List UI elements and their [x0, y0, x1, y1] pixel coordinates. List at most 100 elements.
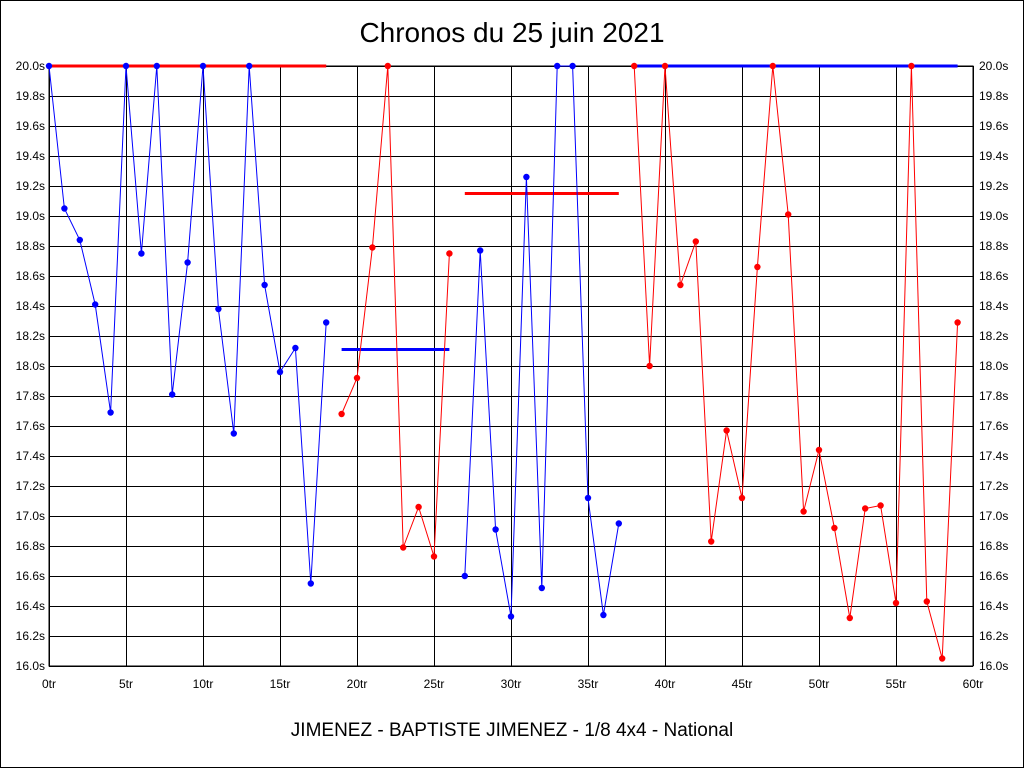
y-tick-label-right: 16.4s	[979, 599, 1008, 613]
x-tick-label: 30tr	[501, 677, 522, 691]
data-point	[215, 305, 222, 313]
data-point	[353, 374, 361, 382]
y-tick-label-left: 17.2s	[16, 479, 45, 493]
data-point	[692, 238, 699, 245]
y-tick-label-right: 16.8s	[979, 539, 1008, 553]
y-tick-label-left: 16.0s	[16, 659, 45, 673]
data-point	[292, 344, 299, 352]
x-tick-label: 10tr	[193, 677, 214, 691]
data-point	[754, 263, 761, 271]
data-point	[892, 599, 900, 607]
data-point	[923, 598, 930, 605]
data-point	[554, 62, 561, 70]
y-tick-label-right: 17.0s	[979, 509, 1008, 523]
data-point	[446, 250, 453, 257]
data-point	[338, 410, 345, 418]
data-point	[369, 244, 376, 251]
x-tick-label: 20tr	[347, 677, 368, 691]
data-point	[785, 211, 792, 218]
y-tick-label-right: 18.6s	[979, 269, 1008, 283]
data-point	[230, 430, 237, 437]
data-point	[477, 247, 484, 254]
data-point	[846, 614, 853, 622]
y-tick-label-right: 19.8s	[979, 89, 1008, 103]
data-point	[138, 250, 145, 257]
data-point	[199, 62, 207, 70]
x-tick-label: 5tr	[119, 677, 133, 691]
x-tick-label: 15tr	[270, 677, 291, 691]
data-point	[276, 368, 284, 376]
series-line-4	[633, 65, 959, 659]
x-tick-label: 35tr	[578, 677, 599, 691]
y-tick-label-left: 18.2s	[16, 329, 45, 343]
series-line-2	[341, 65, 450, 557]
y-tick-label-right: 16.6s	[979, 569, 1008, 583]
data-point	[800, 508, 807, 515]
y-tick-label-left: 16.6s	[16, 569, 45, 583]
x-tick-label: 0tr	[42, 677, 56, 691]
data-point	[862, 505, 869, 512]
y-tick-label-left: 20.0s	[16, 59, 45, 73]
x-tick-label: 45tr	[732, 677, 753, 691]
y-tick-label-left: 18.0s	[16, 359, 45, 373]
data-point	[815, 446, 823, 454]
y-tick-label-left: 19.6s	[16, 119, 45, 133]
y-tick-label-right: 18.8s	[979, 239, 1008, 253]
y-tick-label-left: 17.0s	[16, 509, 45, 523]
data-point	[569, 62, 576, 70]
data-point	[507, 613, 515, 620]
y-tick-label-right: 16.2s	[979, 629, 1008, 643]
data-point	[323, 319, 330, 326]
data-point	[384, 62, 391, 70]
x-tick-label: 25tr	[424, 677, 445, 691]
y-tick-label-right: 19.6s	[979, 119, 1008, 133]
y-tick-label-left: 18.4s	[16, 299, 45, 313]
y-tick-label-right: 17.4s	[979, 449, 1008, 463]
y-tick-label-left: 16.8s	[16, 539, 45, 553]
y-tick-label-left: 18.8s	[16, 239, 45, 253]
y-tick-label-left: 19.4s	[16, 149, 45, 163]
x-tick-label: 50tr	[809, 677, 830, 691]
data-point	[61, 205, 68, 212]
y-tick-label-right: 16.0s	[979, 659, 1008, 673]
data-point	[107, 409, 114, 416]
data-point	[400, 544, 407, 551]
data-point	[538, 584, 545, 592]
y-tick-label-left: 17.6s	[16, 419, 45, 433]
data-point	[584, 494, 592, 502]
data-point	[523, 173, 530, 181]
x-tick-label: 40tr	[655, 677, 676, 691]
data-point	[307, 580, 314, 587]
y-tick-label-right: 19.0s	[979, 209, 1008, 223]
data-point	[153, 62, 160, 70]
y-tick-label-left: 16.4s	[16, 599, 45, 613]
chart-footer: JIMENEZ - BAPTISTE JIMENEZ - 1/8 4x4 - N…	[290, 720, 734, 741]
data-point	[184, 259, 191, 266]
y-tick-label-right: 19.2s	[979, 179, 1008, 193]
data-point	[723, 427, 730, 434]
chart-title: Chronos du 25 juin 2021	[359, 17, 665, 48]
data-point	[738, 494, 746, 502]
data-point	[430, 553, 438, 560]
y-tick-label-right: 18.0s	[979, 359, 1008, 373]
y-tick-label-left: 19.0s	[16, 209, 45, 223]
y-tick-label-right: 17.2s	[979, 479, 1008, 493]
data-point	[92, 301, 99, 308]
y-tick-label-right: 19.4s	[979, 149, 1008, 163]
data-point	[831, 524, 838, 532]
y-tick-label-right: 17.6s	[979, 419, 1008, 433]
y-tick-label-right: 17.8s	[979, 389, 1008, 403]
x-tick-label: 60tr	[963, 677, 984, 691]
y-tick-label-left: 19.8s	[16, 89, 45, 103]
data-point	[615, 520, 622, 527]
y-tick-label-left: 16.2s	[16, 629, 45, 643]
data-point	[415, 503, 422, 511]
data-point	[461, 572, 468, 580]
data-point	[908, 62, 915, 70]
data-point	[877, 502, 884, 509]
data-point	[769, 62, 776, 70]
y-tick-label-right: 20.0s	[979, 59, 1008, 73]
y-tick-label-right: 18.2s	[979, 329, 1008, 343]
data-point	[631, 62, 638, 70]
